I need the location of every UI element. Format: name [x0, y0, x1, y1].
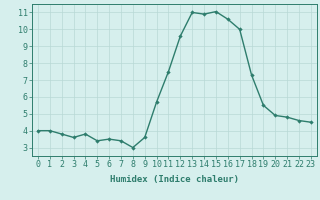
X-axis label: Humidex (Indice chaleur): Humidex (Indice chaleur) — [110, 175, 239, 184]
